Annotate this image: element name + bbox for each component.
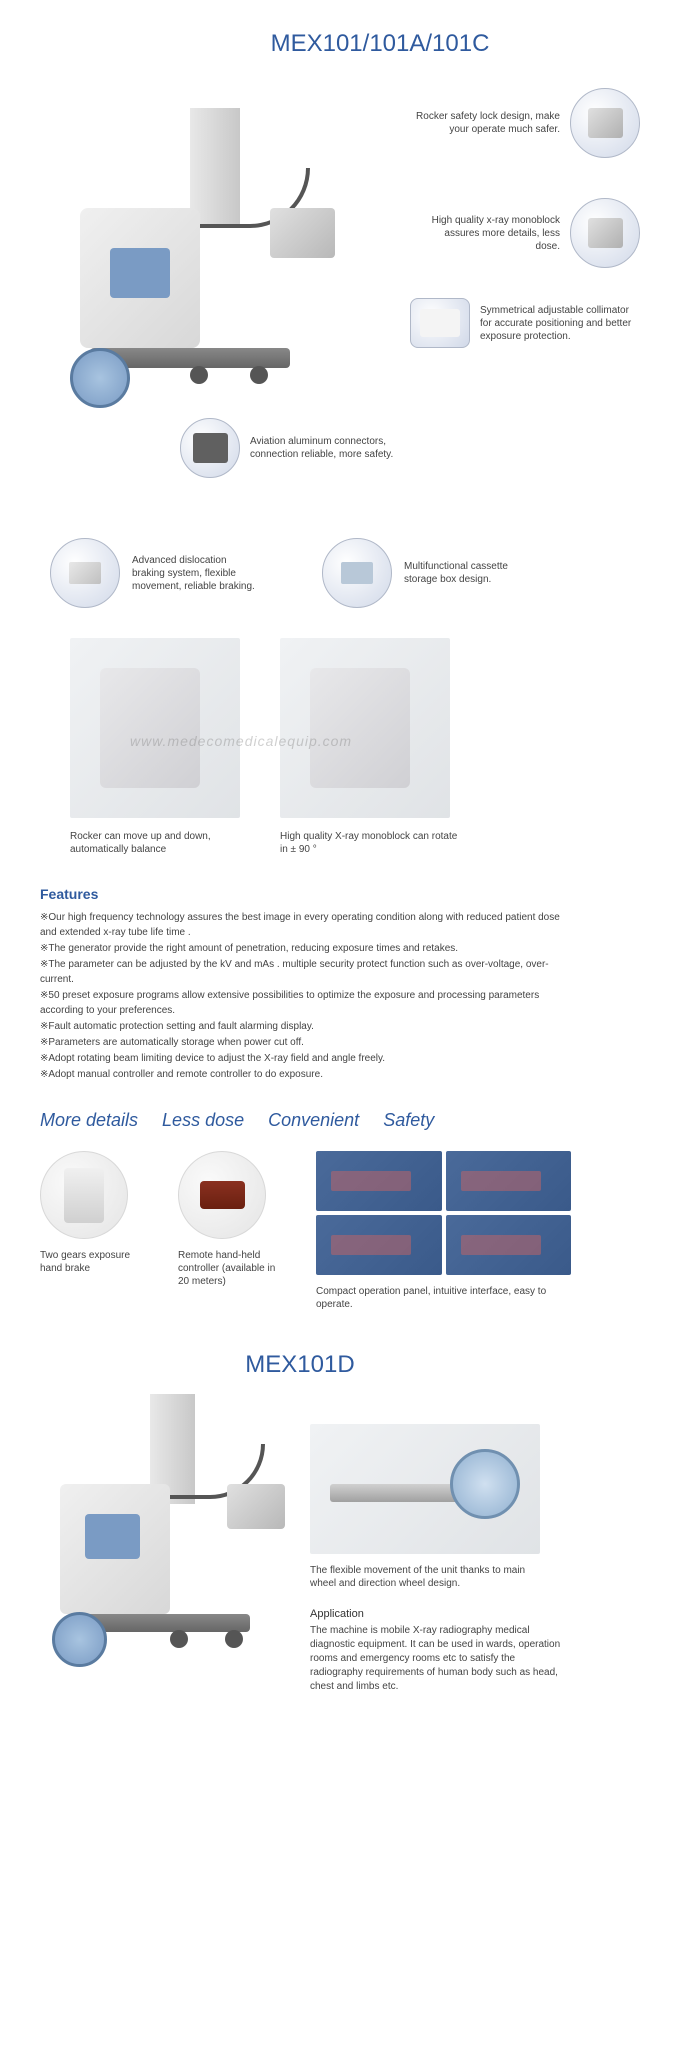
feature-line: ※Our high frequency technology assures t… <box>40 910 570 940</box>
slogan-word: Safety <box>383 1110 434 1131</box>
application-text: The machine is mobile X-ray radiography … <box>310 1624 570 1694</box>
wheel-caption: The flexible movement of the unit thanks… <box>310 1564 540 1590</box>
feature-cassette: Multifunctional cassette storage box des… <box>322 538 534 608</box>
bottom-right-column: The flexible movement of the unit thanks… <box>310 1394 660 1694</box>
features-heading: Features <box>40 886 660 902</box>
watermark-text: www.medecomedicalequip.com <box>130 733 352 749</box>
photo-caption: Rocker can move up and down, automatical… <box>70 830 250 856</box>
feature-braking: Advanced dislocation braking system, fle… <box>50 538 262 608</box>
photo-section: www.medecomedicalequip.com Rocker can mo… <box>40 638 660 856</box>
callout-icon <box>570 198 640 268</box>
features-list: ※Our high frequency technology assures t… <box>40 910 570 1082</box>
hero-section: Rocker safety lock design, make your ope… <box>40 78 660 498</box>
detail-icon <box>178 1151 266 1239</box>
callout-text: Aviation aluminum connectors, connection… <box>250 435 410 461</box>
callout-text: Symmetrical adjustable collimator for ac… <box>480 304 640 343</box>
detail-text: Two gears exposure hand brake <box>40 1249 150 1275</box>
callout-text: High quality x-ray monoblock assures mor… <box>430 214 560 253</box>
machine-illustration <box>50 108 320 428</box>
panel-image <box>316 1215 442 1275</box>
panel-image <box>446 1151 572 1211</box>
product-title-1: MEX101/101A/101C <box>100 30 660 58</box>
panel-image <box>446 1215 572 1275</box>
feature-line: ※Parameters are automatically storage wh… <box>40 1035 570 1050</box>
photo-caption: High quality X-ray monoblock can rotate … <box>280 830 460 856</box>
callout-icon <box>180 418 240 478</box>
callout-monoblock: High quality x-ray monoblock assures mor… <box>430 198 640 268</box>
feature-text: Advanced dislocation braking system, fle… <box>132 554 262 593</box>
product-brochure: MEX101/101A/101C Rocker safety lock desi… <box>0 0 700 1724</box>
slogan-word: Less dose <box>162 1110 244 1131</box>
feature-icon <box>50 538 120 608</box>
features-row: Advanced dislocation braking system, fle… <box>40 538 660 608</box>
callout-connectors: Aviation aluminum connectors, connection… <box>180 418 410 478</box>
feature-line: ※Adopt manual controller and remote cont… <box>40 1067 570 1082</box>
panel-image <box>316 1151 442 1211</box>
detail-remote: Remote hand-held controller (available i… <box>178 1151 288 1288</box>
detail-row: Two gears exposure hand brake Remote han… <box>40 1151 660 1311</box>
feature-icon <box>322 538 392 608</box>
application-heading: Application <box>310 1608 660 1620</box>
callout-rocker-lock: Rocker safety lock design, make your ope… <box>400 88 640 158</box>
slogan-row: More details Less dose Convenient Safety <box>40 1110 660 1131</box>
detail-handbrake: Two gears exposure hand brake <box>40 1151 150 1275</box>
machine2-illustration <box>40 1394 280 1694</box>
bottom-section: The flexible movement of the unit thanks… <box>40 1394 660 1694</box>
feature-line: ※The parameter can be adjusted by the kV… <box>40 957 570 987</box>
callout-icon <box>410 298 470 348</box>
detail-icon <box>40 1151 128 1239</box>
feature-line: ※The generator provide the right amount … <box>40 941 570 956</box>
callout-icon <box>570 88 640 158</box>
feature-line: ※50 preset exposure programs allow exten… <box>40 988 570 1018</box>
product-title-2: MEX101D <box>0 1351 660 1379</box>
panel-grid <box>316 1151 571 1275</box>
slogan-word: Convenient <box>268 1110 359 1131</box>
photo-image <box>70 638 240 818</box>
detail-panels: Compact operation panel, intuitive inter… <box>316 1151 571 1311</box>
callout-text: Rocker safety lock design, make your ope… <box>400 110 560 136</box>
feature-text: Multifunctional cassette storage box des… <box>404 560 534 586</box>
detail-text: Compact operation panel, intuitive inter… <box>316 1285 556 1311</box>
feature-line: ※Adopt rotating beam limiting device to … <box>40 1051 570 1066</box>
photo-image <box>280 638 450 818</box>
feature-line: ※Fault automatic protection setting and … <box>40 1019 570 1034</box>
slogan-word: More details <box>40 1110 138 1131</box>
detail-text: Remote hand-held controller (available i… <box>178 1249 288 1288</box>
callout-collimator: Symmetrical adjustable collimator for ac… <box>410 298 640 348</box>
wheel-photo <box>310 1424 540 1554</box>
